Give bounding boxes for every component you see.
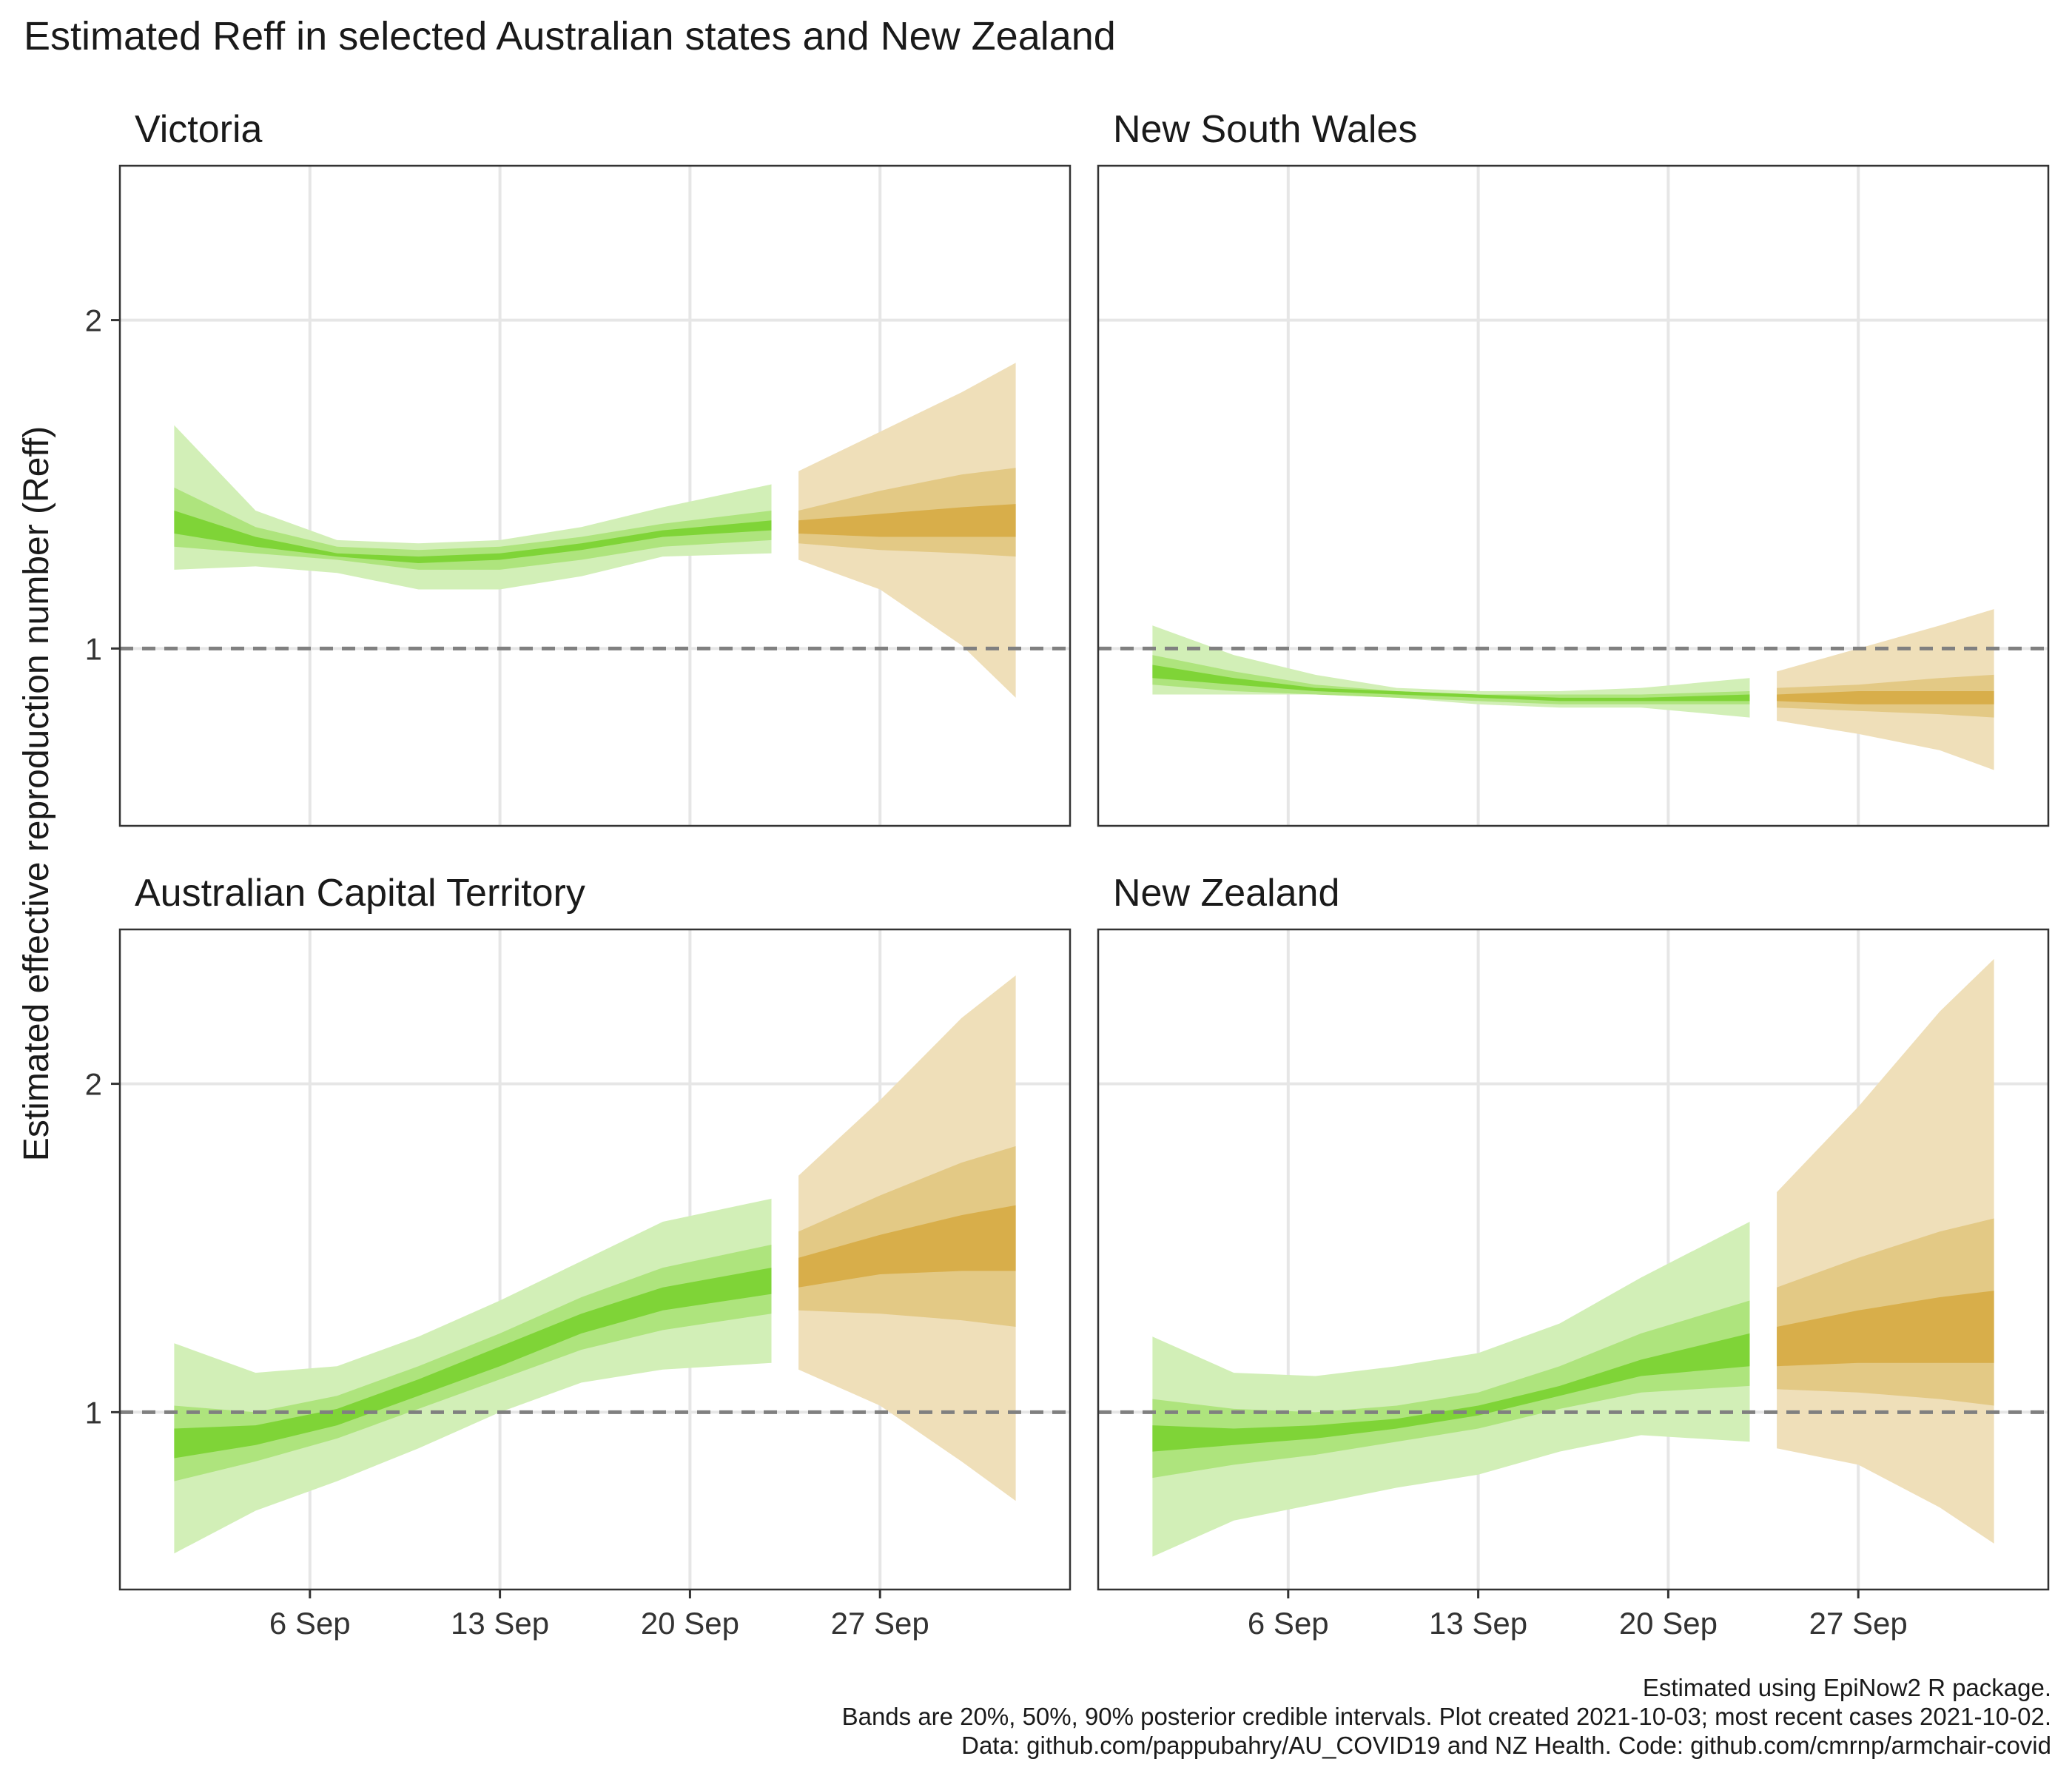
panel-title: Australian Capital Territory [135,872,585,915]
x-tick-label: 20 Sep [1619,1606,1718,1641]
chart-title: Estimated Reff in selected Australian st… [24,14,1116,58]
panel-title: Victoria [135,108,263,151]
estimate-band-20 [174,511,772,563]
estimate-band-20 [1152,665,1750,702]
y-tick-label: 1 [85,1395,102,1430]
forecast-band-20 [1777,691,1994,704]
estimate-band-20 [174,1268,772,1459]
panel-new-zealand: New Zealand 6 Sep 13 Sep 20 Sep 27 Sep [1097,872,2050,1641]
forecast-band-20 [1777,1291,1994,1367]
panel-victoria: Victoria 1 2 [85,108,1072,827]
y-tick-label: 2 [85,303,102,338]
panel-new-south-wales: New South Wales [1097,108,2050,827]
x-tick-label: 13 Sep [451,1606,549,1641]
x-tick-label: 6 Sep [269,1606,351,1641]
panel-australian-capital-territory: Australian Capital Territory 1 2 6 Sep 13 Se… [85,872,1072,1641]
x-tick-label: 20 Sep [641,1606,739,1641]
x-tick-label: 27 Sep [1809,1606,1908,1641]
caption-line-1: Estimated using EpiNow2 R package. [1642,1674,2051,1701]
estimate-band-50 [1152,655,1750,704]
panel-border [118,164,1072,827]
x-tick-label: 13 Sep [1429,1606,1527,1641]
panel-border [1097,928,2050,1591]
x-tick-label: 27 Sep [831,1606,929,1641]
forecast-band-20 [798,504,1016,537]
forecast-band-20 [798,1205,1016,1288]
y-tick-label: 2 [85,1067,102,1102]
panel-title: New South Wales [1113,108,1417,151]
y-tick-label: 1 [85,631,102,666]
estimate-band-50 [174,487,772,570]
x-tick-label: 6 Sep [1248,1606,1329,1641]
estimate-band-20 [1152,1333,1750,1452]
caption-line-2: Bands are 20%, 50%, 90% posterior credib… [841,1703,2051,1730]
caption-line-3: Data: github.com/pappubahry/AU_COVID19 a… [961,1732,2051,1759]
panel-border [1097,164,2050,827]
estimate-band-90 [1152,1222,1750,1557]
panel-border [118,928,1072,1591]
panel-title: New Zealand [1113,872,1339,915]
